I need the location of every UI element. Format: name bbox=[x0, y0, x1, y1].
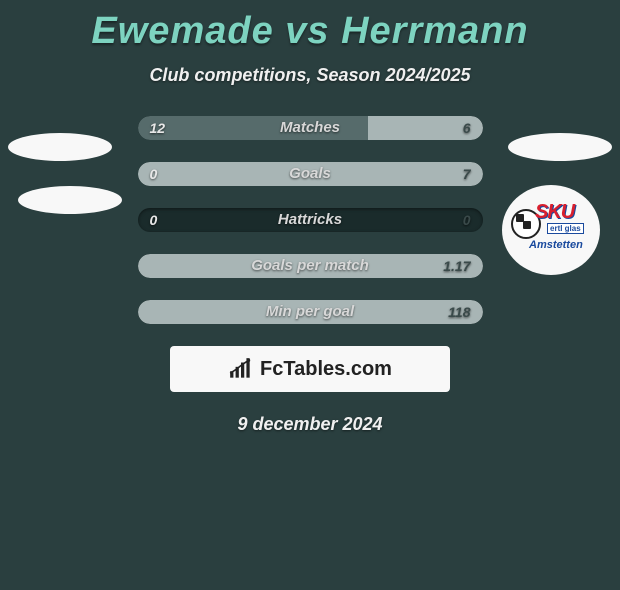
stat-value-right: 1.17 bbox=[443, 254, 470, 278]
sku-sub-text: ertl glas bbox=[547, 223, 584, 234]
subtitle: Club competitions, Season 2024/2025 bbox=[0, 65, 620, 86]
bar-chart-icon bbox=[228, 358, 254, 380]
stat-value-right: 6 bbox=[463, 116, 471, 140]
left-team-badge bbox=[18, 186, 122, 214]
fctables-attribution[interactable]: FcTables.com bbox=[170, 346, 450, 392]
stat-label: Goals per match bbox=[138, 254, 483, 278]
sku-city-text: Amstetten bbox=[529, 239, 583, 251]
stat-label: Min per goal bbox=[138, 300, 483, 324]
sku-text: SKU bbox=[535, 201, 574, 224]
stat-value-right: 118 bbox=[448, 300, 470, 324]
stat-label: Goals bbox=[138, 162, 483, 186]
right-team-logo: SKU ertl glas Amstetten bbox=[502, 185, 600, 275]
stat-row: Goals per match1.17 bbox=[138, 254, 483, 278]
right-team-badge bbox=[508, 133, 612, 161]
stat-label: Hattricks bbox=[138, 208, 483, 232]
page-title: Ewemade vs Herrmann bbox=[0, 10, 620, 53]
sku-logo: SKU ertl glas Amstetten bbox=[511, 195, 591, 265]
stat-row: Min per goal118 bbox=[138, 300, 483, 324]
stat-row: 0Hattricks0 bbox=[138, 208, 483, 232]
left-team-badge bbox=[8, 133, 112, 161]
stat-value-right: 0 bbox=[463, 208, 471, 232]
stat-row: 0Goals7 bbox=[138, 162, 483, 186]
stat-value-right: 7 bbox=[463, 162, 471, 186]
stat-label: Matches bbox=[138, 116, 483, 140]
date-text: 9 december 2024 bbox=[0, 414, 620, 435]
fctables-text: FcTables.com bbox=[260, 358, 392, 381]
stat-row: 12Matches6 bbox=[138, 116, 483, 140]
